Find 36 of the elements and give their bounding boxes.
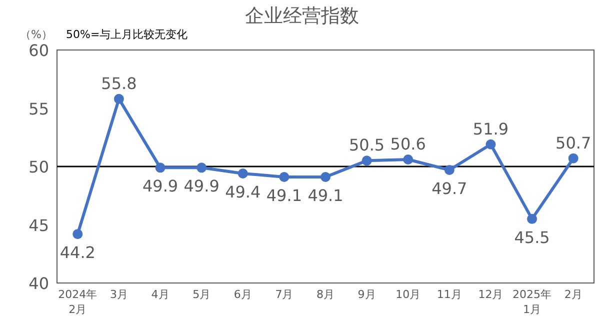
data-label: 51.9 (472, 119, 509, 138)
data-label: 50.7 (556, 133, 592, 152)
ytick: 55 (28, 99, 49, 118)
data-label: 49.4 (225, 182, 261, 202)
xtick: 4月 (151, 288, 170, 301)
data-label: 45.5 (514, 228, 550, 247)
data-label: 49.7 (432, 179, 468, 198)
xtick: 11月 (436, 288, 462, 301)
xtick: 2月 (68, 303, 87, 316)
xtick: 12月 (478, 288, 504, 301)
xtick: 3月 (110, 288, 128, 301)
data-label: 50.6 (390, 134, 426, 154)
ytick: 50 (28, 158, 49, 176)
ytick: 45 (28, 216, 49, 235)
title: 企业经营指数 (245, 5, 359, 27)
xtick: 2024年 (58, 288, 98, 301)
xtick: 7月 (275, 288, 294, 301)
xtick: 8月 (316, 288, 334, 301)
data-label: 49.9 (184, 176, 220, 196)
data-label: 55.8 (101, 74, 137, 93)
data-label: 49.9 (142, 176, 178, 196)
data-label: 49.1 (308, 186, 344, 205)
ytick: 40 (28, 274, 49, 293)
ylabel: （%） (20, 28, 52, 41)
xtick: 6月 (234, 288, 252, 301)
xtick: 2025年 (512, 288, 552, 301)
xtick: 10月 (396, 288, 421, 301)
data-label: 49.1 (266, 186, 302, 205)
xtick: 2月 (564, 288, 582, 301)
data-label: 50.5 (349, 136, 385, 155)
data-label: 44.2 (60, 243, 96, 262)
xtick: 9月 (358, 288, 376, 301)
annotation: 50%=与上月比较无变化 (66, 28, 188, 41)
xtick: 1月 (523, 303, 542, 316)
xtick: 5月 (192, 288, 211, 301)
ytick: 60 (28, 41, 49, 60)
